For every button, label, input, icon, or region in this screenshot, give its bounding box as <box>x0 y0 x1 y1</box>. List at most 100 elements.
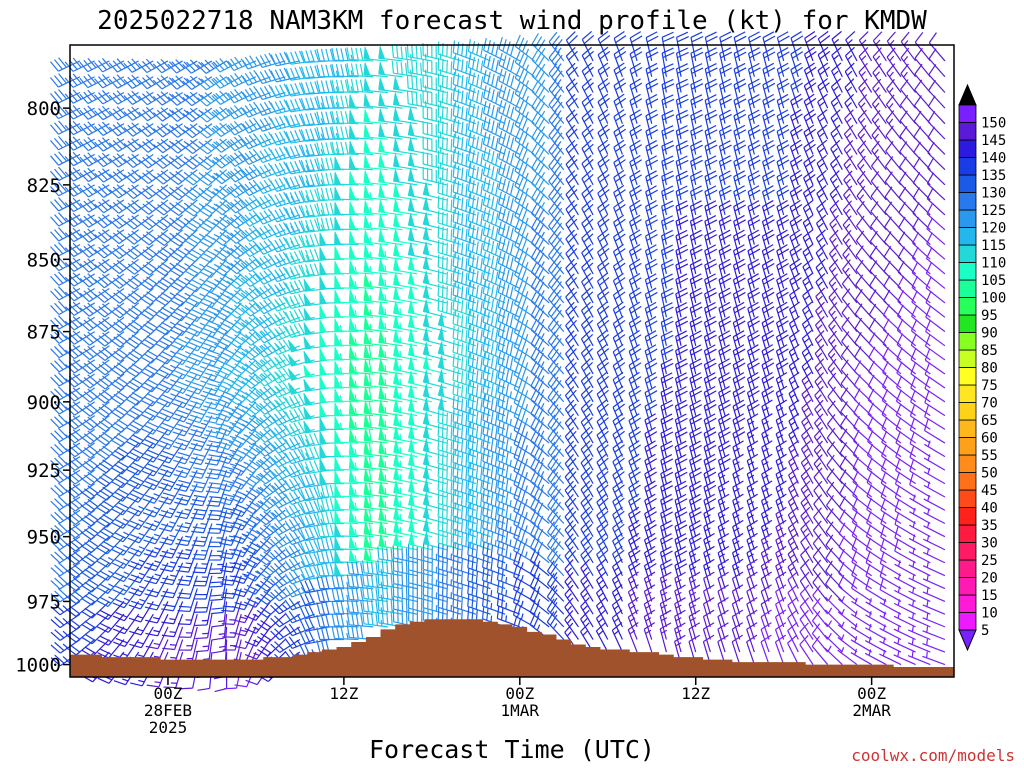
wind-barb <box>881 444 902 471</box>
wind-barb <box>169 288 198 307</box>
wind-barb <box>392 609 418 628</box>
wind-barb <box>748 31 761 62</box>
wind-barb <box>256 613 286 631</box>
wind-barb <box>407 183 432 201</box>
y-axis: 800 825 850 875 900 925 950 975 1000 <box>15 98 70 677</box>
wind-barb <box>111 536 140 556</box>
wind-barb <box>331 613 359 628</box>
wind-barb <box>173 469 198 492</box>
wind-barb <box>300 446 330 461</box>
wind-barb <box>496 580 521 602</box>
wind-barb <box>393 329 418 347</box>
wind-barb <box>643 622 656 653</box>
wind-barb <box>377 559 403 577</box>
wind-barb <box>208 523 228 548</box>
wind-barb <box>363 140 388 156</box>
wind-barb <box>596 413 609 444</box>
wind-barb <box>909 445 931 471</box>
wind-barb <box>284 516 315 532</box>
wind-barb <box>482 207 506 231</box>
wind-barb <box>128 601 154 623</box>
wind-barb <box>452 268 477 290</box>
wind-barb <box>496 541 521 564</box>
wind-barb <box>580 385 594 416</box>
wind-barb <box>452 282 477 304</box>
wind-barb <box>467 324 491 347</box>
wind-barb <box>285 264 315 280</box>
wind-barb <box>482 462 506 485</box>
wind-barb <box>482 407 506 430</box>
y-tick-label: 825 <box>27 175 61 197</box>
wind-barb <box>378 199 403 216</box>
wind-barb <box>331 79 359 94</box>
wind-barb <box>482 309 506 333</box>
wind-barb <box>197 153 227 171</box>
wind-barb <box>437 240 462 260</box>
wind-barb <box>886 63 902 93</box>
wind-barb <box>580 344 594 375</box>
wind-barb <box>803 124 816 155</box>
wind-barb <box>719 31 733 62</box>
wind-barb <box>407 242 432 260</box>
wind-barb <box>909 431 931 458</box>
wind-barb <box>900 31 917 62</box>
wind-barb <box>377 546 403 564</box>
wind-barb <box>378 427 403 444</box>
wind-barb <box>378 139 403 156</box>
wind-barb <box>348 374 374 389</box>
wind-barb <box>597 46 611 78</box>
colorbar-label: 65 <box>981 413 998 429</box>
wind-barb <box>392 76 418 94</box>
wind-barb <box>580 399 594 430</box>
wind-barb <box>393 371 418 389</box>
wind-barb <box>194 601 213 627</box>
wind-barb <box>531 187 550 216</box>
wind-barb <box>334 332 359 347</box>
wind-barb <box>270 130 301 146</box>
y-tick-label: 800 <box>27 98 61 120</box>
wind-barb <box>178 626 198 651</box>
wind-barb <box>498 52 521 78</box>
colorbar-swatch <box>958 244 977 263</box>
wind-barb <box>547 245 565 275</box>
wind-barb <box>316 602 344 615</box>
wind-barb <box>198 199 228 218</box>
wind-barb <box>407 342 432 361</box>
wind-barb <box>300 553 330 568</box>
wind-barb <box>270 114 301 130</box>
wind-barb <box>580 358 594 389</box>
wind-barb <box>452 209 477 231</box>
wind-barb <box>564 571 579 602</box>
wind-barb <box>334 429 359 444</box>
wind-barb <box>762 78 776 109</box>
wind-barb <box>482 251 506 275</box>
wind-barb <box>467 132 491 156</box>
wind-barb <box>186 345 213 366</box>
wind-barb <box>564 610 579 640</box>
wind-barb <box>733 47 747 77</box>
wind-barb <box>319 319 344 333</box>
wind-barb <box>909 472 931 498</box>
wind-barb <box>194 588 213 613</box>
wind-barb <box>300 487 330 502</box>
wind-barb <box>564 440 579 471</box>
wind-barb <box>482 489 506 511</box>
wind-barb <box>392 545 418 564</box>
wind-barb <box>284 448 315 465</box>
colorbar-label: 30 <box>981 536 998 552</box>
wind-barb <box>467 193 491 216</box>
wind-barb <box>547 508 565 538</box>
wind-barb <box>393 357 418 375</box>
wind-barb <box>109 331 140 348</box>
wind-barb <box>50 197 81 212</box>
wind-barb <box>580 519 594 551</box>
wind-barb <box>546 560 565 590</box>
wind-barb <box>497 461 521 485</box>
wind-barb <box>529 510 550 538</box>
wind-barb <box>143 549 169 572</box>
wind-barb <box>422 370 447 389</box>
colorbar-label: 25 <box>981 553 998 569</box>
wind-barb <box>378 386 403 403</box>
wind-barb <box>596 315 610 347</box>
wind-barb <box>188 415 213 438</box>
